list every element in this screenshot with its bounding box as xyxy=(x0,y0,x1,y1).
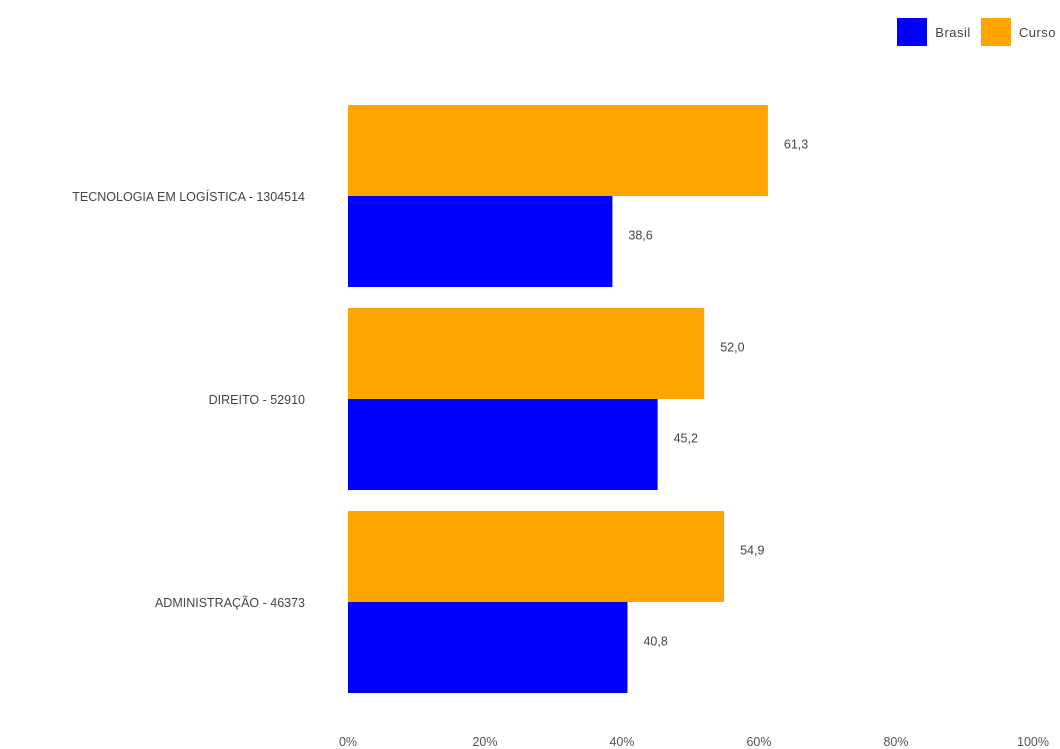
legend-label-curso: Curso xyxy=(1018,24,1056,40)
x-tick-label: 60% xyxy=(746,735,771,749)
bar-curso[interactable] xyxy=(348,308,705,399)
data-label: 38,6 xyxy=(628,229,652,243)
x-tick-label: 0% xyxy=(339,735,357,749)
data-label: 40,8 xyxy=(643,635,667,649)
bar-brasil[interactable] xyxy=(348,602,628,693)
data-label: 52,0 xyxy=(720,341,744,355)
bar-brasil[interactable] xyxy=(348,399,658,490)
x-tick-label: 20% xyxy=(472,735,497,749)
legend-label-brasil: Brasil xyxy=(935,24,971,40)
bar-brasil[interactable] xyxy=(348,196,613,287)
x-tick-label: 40% xyxy=(609,735,634,749)
category-label: TECNOLOGIA EM LOGÍSTICA - 1304514 xyxy=(72,189,305,204)
category-label: ADMINISTRAÇÃO - 46373 xyxy=(155,596,305,610)
legend: Brasil Curso xyxy=(887,18,1056,46)
legend-item-brasil[interactable]: Brasil xyxy=(897,18,971,46)
data-label: 54,9 xyxy=(740,544,764,558)
data-label: 61,3 xyxy=(784,138,808,152)
bar-curso[interactable] xyxy=(348,511,725,602)
x-tick-label: 80% xyxy=(883,735,908,749)
category-label: DIREITO - 52910 xyxy=(209,393,305,407)
legend-swatch-brasil xyxy=(897,18,928,46)
bar-curso[interactable] xyxy=(348,105,768,196)
legend-item-curso[interactable]: Curso xyxy=(980,18,1056,46)
legend-swatch-curso xyxy=(980,18,1011,46)
x-tick-label: 100% xyxy=(1017,735,1049,749)
data-label: 45,2 xyxy=(674,432,698,446)
